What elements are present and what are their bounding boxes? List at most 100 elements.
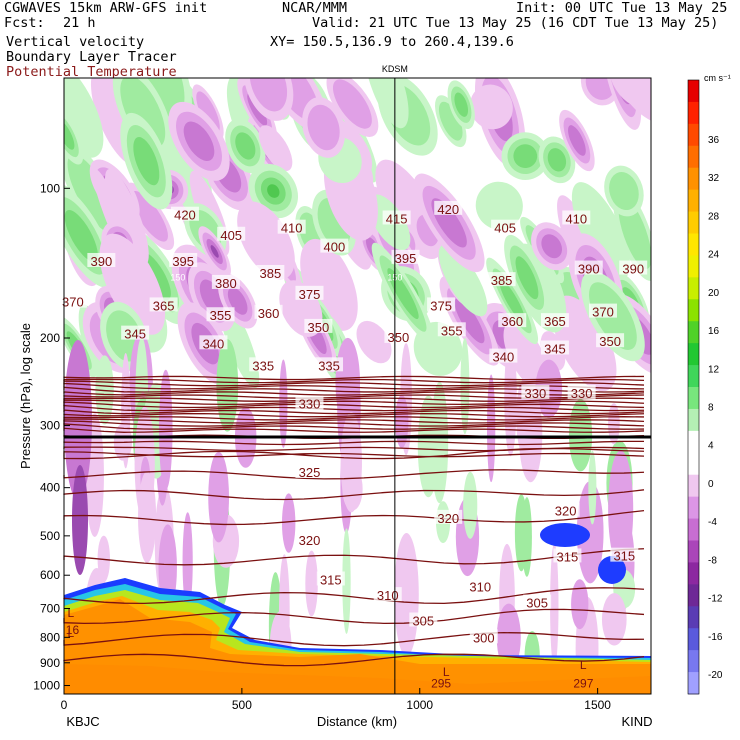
theta-label-bg <box>540 313 569 328</box>
theta-line <box>63 416 645 421</box>
velocity-blob <box>267 184 280 198</box>
x-tick-label: 1000 <box>406 698 433 712</box>
theta-line <box>63 409 645 415</box>
colorbar-segment <box>688 606 699 629</box>
colorbar-segment <box>688 233 699 256</box>
theta-label-bg <box>489 348 518 363</box>
theta-label: 415 <box>386 211 408 226</box>
colorbar-label: 16 <box>708 326 720 337</box>
center-title: NCAR/MMM <box>282 0 348 16</box>
theta-label-bg <box>523 594 552 609</box>
velocity-blob <box>438 244 488 317</box>
theta-label: 355 <box>441 323 463 338</box>
theta-label-bg <box>567 384 596 399</box>
velocity-blob <box>64 120 75 150</box>
theta-label: 315 <box>557 549 579 564</box>
colorbar-frame <box>687 79 700 695</box>
colorbar-segment <box>688 299 699 322</box>
velocity-blob <box>486 374 496 483</box>
theta-label-bg <box>295 285 324 300</box>
theta-line <box>63 378 645 384</box>
theta-label-bg <box>87 252 116 267</box>
theta-line <box>63 375 645 381</box>
theta-label: 330 <box>299 397 321 412</box>
colorbar-label: 24 <box>708 250 720 261</box>
y-tick-label: 1000 <box>33 679 60 693</box>
theta-label: 375 <box>430 298 452 313</box>
velocity-blob <box>364 78 409 129</box>
theta-label-bg <box>58 293 87 308</box>
velocity-blob <box>99 233 166 335</box>
theta-label-bg <box>316 571 345 586</box>
colorbar-segment <box>688 80 699 103</box>
theta-label: 410 <box>565 211 587 226</box>
colorbar-segment <box>688 496 699 520</box>
terrain-surface <box>64 664 651 694</box>
velocity-blob <box>279 359 288 448</box>
velocity-blob <box>182 512 193 612</box>
theta-label: 350 <box>599 334 621 349</box>
velocity-blob <box>454 92 469 117</box>
velocity-blob <box>281 493 296 553</box>
y-axis-label: Pressure (hPa), log scale <box>18 323 33 469</box>
theta-label-bg <box>434 200 463 215</box>
velocity-blob <box>540 523 590 547</box>
theta-label-bg <box>169 252 198 267</box>
velocity-blob <box>609 171 639 211</box>
theta-line <box>63 423 645 430</box>
theta-line <box>63 399 645 406</box>
theta-label: 315 <box>320 572 342 587</box>
colorbar-label: -16 <box>708 632 723 643</box>
theta-label-bg <box>588 303 617 318</box>
theta-label: 395 <box>172 254 194 269</box>
y-tick-label: 600 <box>40 568 60 582</box>
theta-label: 385 <box>259 266 281 281</box>
velocity-blob <box>469 84 513 130</box>
theta-line <box>63 401 645 409</box>
theta-label: 385 <box>491 273 513 288</box>
init-time: Init: 00 UTC Tue 13 May 25 <box>516 0 728 16</box>
theta-label: 305 <box>526 596 548 611</box>
theta-label-bg <box>437 322 466 337</box>
forecast-label: Fcst: <box>4 15 45 31</box>
velocity-blob <box>541 234 562 259</box>
theta-label: 330 <box>571 386 593 401</box>
theta-line <box>63 447 645 460</box>
theta-label-bg <box>256 264 285 279</box>
theta-label: 405 <box>494 221 516 236</box>
theta-label-bg <box>277 219 306 234</box>
theta-line <box>63 587 645 605</box>
theta-line <box>63 509 645 526</box>
colorbar-segment <box>688 101 699 125</box>
colorbar-segment <box>688 672 699 695</box>
theta-label: 310 <box>377 588 399 603</box>
velocity-blob <box>64 78 104 158</box>
colorbar-label: 12 <box>708 364 720 375</box>
theta-label-bg <box>304 318 333 333</box>
theta-label: 310 <box>469 579 491 594</box>
velocity-blob <box>130 191 168 242</box>
theta-line <box>63 548 645 566</box>
x-tick-label: 500 <box>232 698 252 712</box>
theta-label: 400 <box>324 240 346 255</box>
xy-range: XY= 150.5,136.9 to 260.4,139.6 <box>270 34 514 50</box>
velocity-blob <box>266 78 320 122</box>
theta-label: 390 <box>91 254 113 269</box>
velocity-blob <box>158 369 173 490</box>
theta-line <box>63 469 645 480</box>
theta-line <box>63 608 645 625</box>
y-tick-label: 300 <box>40 419 60 433</box>
colorbar-segment <box>688 387 699 410</box>
velocity-blob <box>104 169 149 265</box>
theta-line <box>63 631 645 647</box>
colorbar-segment <box>688 430 699 454</box>
theta-label-bg <box>596 333 625 348</box>
theta-line <box>63 427 645 433</box>
surface-label: L <box>580 658 587 672</box>
velocity-blob <box>120 78 166 148</box>
theta-line <box>63 404 645 412</box>
colorbar-segment <box>688 452 699 476</box>
colorbar-segment <box>688 321 699 344</box>
velocity-blob <box>356 320 392 364</box>
theta-label-bg <box>491 219 520 234</box>
